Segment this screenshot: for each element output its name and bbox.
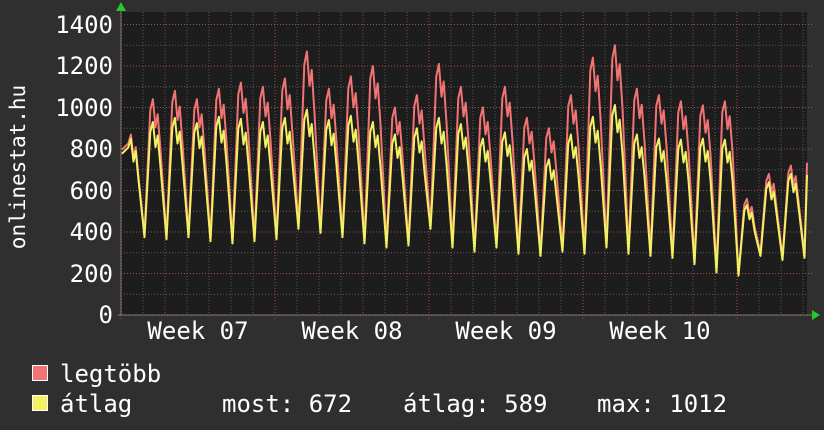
- legend-label-legtobb: legtöbb: [60, 360, 162, 388]
- y-tick-label-600: 600: [69, 176, 113, 205]
- x-tick-label-week-7: Week 07: [147, 317, 249, 345]
- stat-max: max: 1012: [597, 390, 728, 418]
- y-tick-label-1000: 1000: [55, 93, 113, 122]
- y-tick-label-400: 400: [69, 218, 113, 246]
- y-tick-label-200: 200: [69, 259, 113, 288]
- y-tick-label-800: 800: [69, 135, 113, 163]
- x-axis-arrow-icon: [812, 310, 820, 320]
- stat-atlag: átlag: 589: [403, 390, 548, 418]
- legend-swatch-legtobb: [32, 365, 48, 381]
- legend-swatch-atlag: [32, 395, 48, 411]
- legend-label-atlag: átlag: [60, 390, 133, 418]
- y-axis-arrow-icon: [116, 2, 126, 11]
- x-tick-label-week-10: Week 10: [609, 317, 711, 345]
- series-line-atlag: [121, 104, 808, 277]
- y-tick-label-1400: 1400: [55, 10, 113, 39]
- plot-background: [121, 12, 807, 315]
- y-tick-label-1200: 1200: [55, 52, 113, 80]
- x-tick-label-week-8: Week 08: [301, 317, 403, 345]
- stat-most: most: 672: [222, 390, 353, 418]
- x-tick-label-week-9: Week 09: [455, 317, 557, 345]
- y-tick-label-0: 0: [98, 301, 113, 329]
